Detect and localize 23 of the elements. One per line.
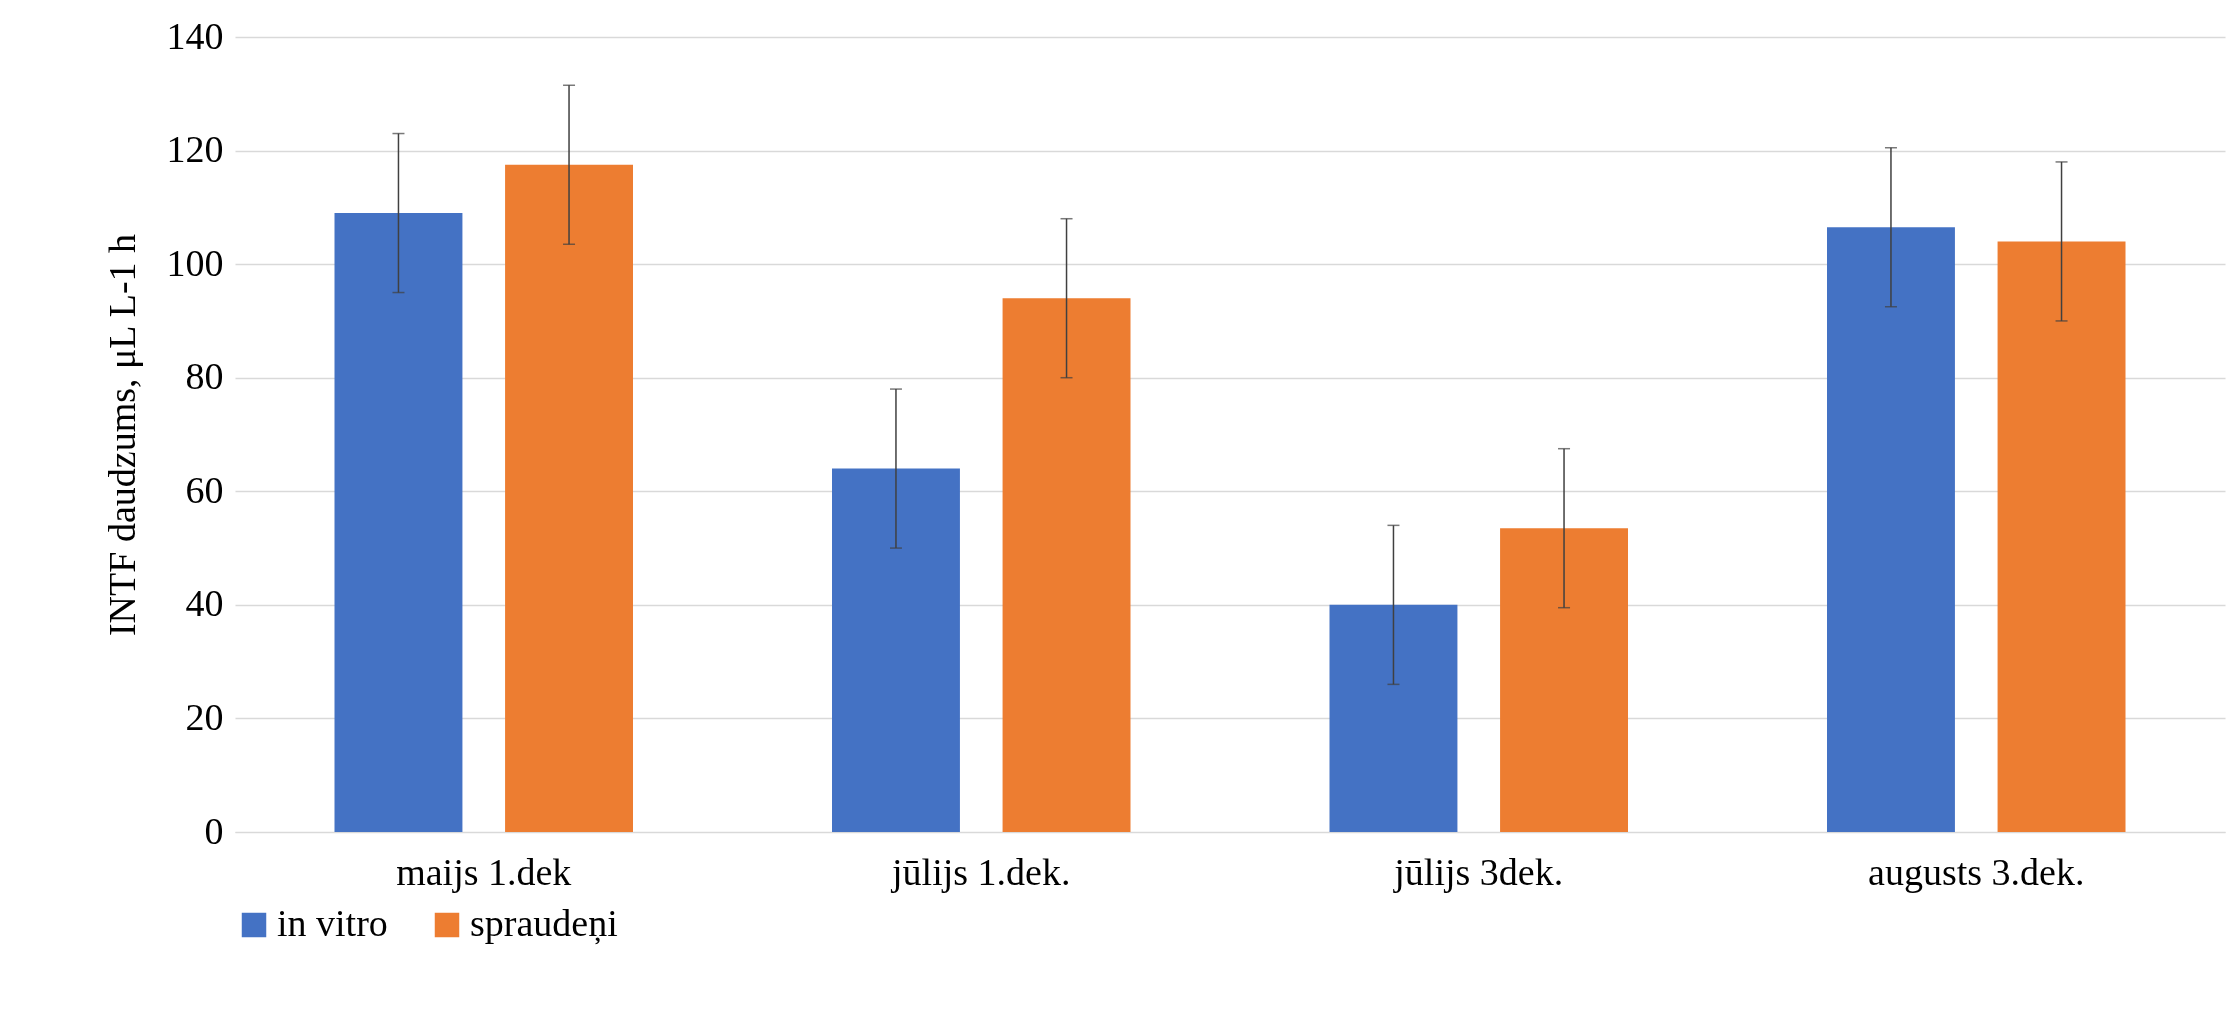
x-tick-label: jūlijs 3dek. — [1392, 850, 1564, 893]
bar — [1500, 528, 1628, 832]
bar — [334, 213, 463, 832]
bar — [1002, 298, 1131, 832]
bar — [1997, 241, 2126, 832]
y-tick-label: 100 — [166, 241, 224, 284]
y-tick-label: 80 — [185, 355, 224, 398]
y-tick-label: 0 — [204, 809, 224, 852]
legend-label: in vitro — [277, 902, 388, 944]
x-tick-label: jūlijs 1.dek. — [890, 850, 1071, 893]
y-tick-label: 40 — [185, 582, 224, 625]
y-tick-label: 120 — [166, 128, 224, 171]
bar — [1329, 604, 1458, 832]
bar — [1827, 227, 1955, 832]
bar — [832, 468, 960, 832]
bar — [505, 164, 633, 832]
x-tick-label: augusts 3.dek. — [1868, 850, 2085, 893]
y-tick-label: 140 — [166, 14, 224, 57]
y-tick-label: 20 — [185, 695, 224, 738]
x-tick-label: maijs 1.dek — [396, 850, 572, 893]
legend-label: spraudeņi — [470, 902, 618, 945]
y-axis-title: INTF daudzums, μL L-1 h — [100, 233, 143, 637]
y-tick-label: 60 — [185, 468, 224, 511]
